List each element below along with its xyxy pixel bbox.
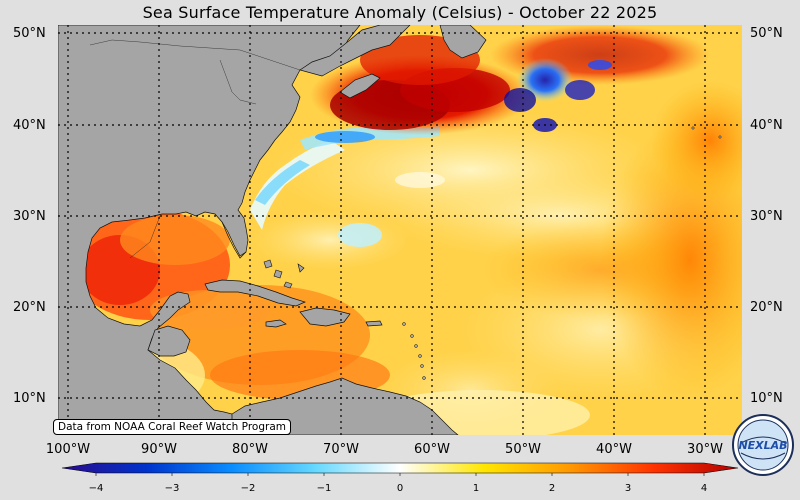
colorbar-tick-minus4: −4 xyxy=(88,483,104,494)
lon-label-50w: 50°W xyxy=(505,442,541,457)
lat-label-50n-right: 50°N xyxy=(750,26,783,41)
svg-text:NEXLAB: NEXLAB xyxy=(738,439,787,452)
lat-label-50n-left: 50°N xyxy=(13,26,46,41)
lon-label-100w: 100°W xyxy=(45,442,91,457)
nexlab-logo: NEXLAB xyxy=(732,414,794,476)
colorbar-tick-2: 2 xyxy=(548,483,556,494)
land-canada-maritimes xyxy=(299,25,411,77)
lat-label-20n-left: 20°N xyxy=(13,300,46,315)
lon-label-40w: 40°W xyxy=(596,442,632,457)
land-nova-scotia xyxy=(339,73,381,99)
lat-label-40n-right: 40°N xyxy=(750,118,783,133)
lon-label-30w: 30°W xyxy=(687,442,723,457)
data-credit: Data from NOAA Coral Reef Watch Program xyxy=(53,419,291,435)
graticule xyxy=(58,25,742,435)
lon-label-90w: 90°W xyxy=(141,442,177,457)
land-puerto-rico xyxy=(365,320,383,327)
lat-label-20n-right: 20°N xyxy=(750,300,783,315)
colorbar-tick-minus3: −3 xyxy=(164,483,180,494)
lat-label-30n-left: 30°N xyxy=(13,209,46,224)
lon-label-80w: 80°W xyxy=(232,442,268,457)
land-lesser-antilles xyxy=(402,322,426,380)
map-area xyxy=(58,25,742,435)
colorbar-tick-3: 3 xyxy=(624,483,632,494)
colorbar-tick-4: 4 xyxy=(700,483,708,494)
land-yucatan xyxy=(147,325,191,357)
colorbar-tick-0: 0 xyxy=(396,483,404,494)
colorbar xyxy=(61,462,739,476)
lat-label-10n-right: 10°N xyxy=(750,391,783,406)
lon-label-70w: 70°W xyxy=(323,442,359,457)
colorbar-tick-1: 1 xyxy=(472,483,480,494)
lat-label-40n-left: 40°N xyxy=(13,118,46,133)
land-hispaniola xyxy=(299,307,351,327)
land-cuba xyxy=(204,279,306,307)
land-newfoundland xyxy=(439,25,487,59)
lon-label-60w: 60°W xyxy=(414,442,450,457)
map-title: Sea Surface Temperature Anomaly (Celsius… xyxy=(142,3,658,22)
lat-label-10n-left: 10°N xyxy=(13,391,46,406)
lat-label-30n-right: 30°N xyxy=(750,209,783,224)
land-bahamas xyxy=(263,259,305,289)
colorbar-tick-minus2: −2 xyxy=(240,483,256,494)
land-jamaica xyxy=(265,319,287,328)
colorbar-tick-minus1: −1 xyxy=(316,483,332,494)
